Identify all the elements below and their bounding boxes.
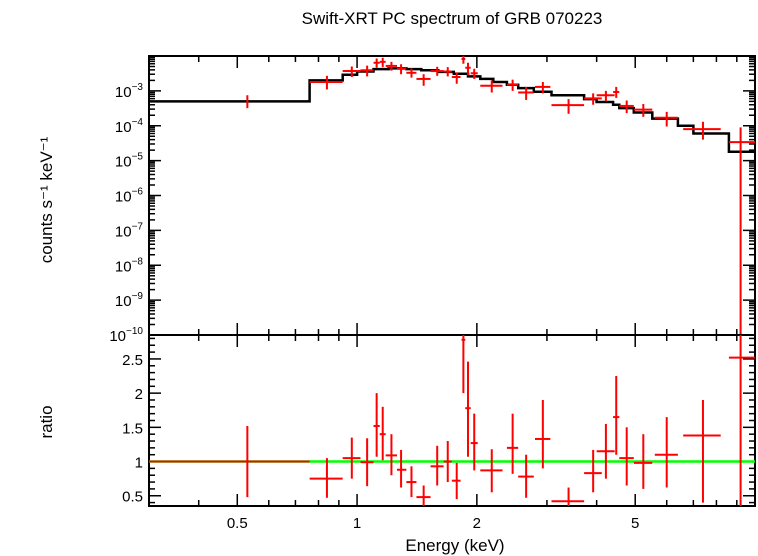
y-tick-exponent: −9: [132, 291, 144, 302]
spectrum-y-axis-label: counts s⁻¹ keV⁻¹: [37, 136, 56, 263]
spectrum-panel: 10−3 10−4 10−5 10−6 10−7 10−8 10−9 10−10: [109, 55, 756, 345]
ratio-data-point: [551, 487, 585, 506]
y-tick-exponent: −4: [132, 117, 144, 128]
y-tick-label: 10−4: [115, 117, 144, 136]
model-step-line: [149, 67, 755, 153]
ratio-data-point: [309, 458, 343, 498]
ratio-data-point: [683, 399, 721, 503]
y-tick-label: 10−9: [115, 291, 144, 310]
ratio-data-point: [379, 406, 386, 461]
spectrum-data-point: [506, 79, 519, 91]
ratio-data-point: [465, 361, 471, 457]
ratio-data-point: [360, 438, 374, 487]
spectrum-data-point: [406, 68, 417, 78]
ratio-data-point: [584, 449, 602, 493]
y-tick-exponent: −7: [132, 221, 144, 232]
ratio-data-point: [596, 423, 615, 479]
ratio-data-point: [416, 485, 431, 506]
y-tick-label: 10−5: [115, 152, 144, 171]
ratio-data-point: [535, 399, 551, 469]
ratio-y-axis-label: ratio: [37, 405, 56, 438]
y-tick-label: 10−7: [115, 221, 144, 240]
ratio-data-point: [342, 437, 361, 479]
spectrum-data-point: [728, 127, 755, 335]
spectrum-data-point: [309, 75, 343, 90]
spectrum-data-point: [470, 68, 478, 79]
x-axis-label: Energy (keV): [405, 536, 504, 555]
spectrum-data-point: [633, 104, 653, 117]
spectrum-data-point: [518, 86, 534, 100]
ratio-data-point: [619, 427, 634, 486]
spectrum-data-point: [551, 99, 585, 114]
y-tick-label: 2.5: [122, 352, 143, 369]
y-tick-label: 1: [135, 455, 143, 472]
ratio-data-point: [406, 466, 417, 498]
spectrum-data-point: [443, 67, 452, 77]
spectrum-data-point: [465, 62, 471, 76]
y-tick-exponent: −8: [132, 256, 144, 267]
spectrum-data-point: [654, 111, 678, 127]
spectrum-data-point: [397, 64, 407, 75]
spectrum-data-point: [683, 121, 721, 140]
y-tick-label: 10−10: [109, 326, 143, 345]
ratio-panel: 0.5 1 2 5 0.5 1 1.5 2 2.5: [122, 334, 756, 532]
y-tick-exponent: −6: [132, 187, 144, 198]
spectrum-data-point: [596, 90, 615, 102]
spectrum-data-point: [385, 61, 398, 71]
spectrum-data-point: [461, 56, 466, 64]
x-tick-label: 2: [473, 515, 481, 532]
ratio-data-point: [654, 417, 678, 488]
x-tick-label: 5: [631, 515, 639, 532]
ratio-data-point: [633, 434, 653, 489]
spectrum-data-point: [451, 72, 461, 84]
ratio-data-point: [385, 434, 398, 476]
spectrum-data-point: [373, 58, 380, 68]
spectrum-data-point: [480, 80, 503, 93]
y-tick-exponent: −10: [126, 326, 143, 337]
x-tick-label: 1: [353, 515, 361, 532]
spectrum-data-point: [584, 93, 602, 105]
ratio-data-point: [443, 441, 452, 483]
y-tick-label: 10−8: [115, 256, 144, 275]
ratio-data-point: [430, 445, 444, 486]
ratio-data-point: [373, 393, 380, 457]
spectrum-data-point: [430, 66, 444, 76]
spectrum-data-point: [613, 86, 620, 98]
ratio-data-point: [506, 413, 519, 474]
ratio-data-point: [397, 449, 407, 488]
y-tick-label: 10−3: [115, 82, 144, 101]
ratio-data-point: [480, 449, 503, 493]
x-tick-label: 0.5: [227, 515, 248, 532]
spectrum-data-point: [416, 74, 431, 86]
spectrum-data-point: [379, 57, 386, 68]
y-tick-label: 10−6: [115, 187, 144, 206]
y-tick-exponent: −3: [132, 82, 144, 93]
spectrum-data-point: [535, 81, 551, 94]
ratio-data-point: [451, 462, 461, 500]
ratio-data-point: [518, 454, 534, 498]
y-tick-label: 2: [135, 386, 143, 403]
spectrum-frame: [148, 55, 756, 336]
ratio-data-point: [728, 335, 755, 506]
ratio-data-point: [149, 425, 310, 498]
y-tick-exponent: −5: [132, 152, 144, 163]
chart-title: Swift-XRT PC spectrum of GRB 070223: [302, 9, 603, 28]
y-tick-label: 0.5: [122, 489, 143, 506]
ratio-data-point: [461, 335, 466, 394]
ratio-data-point: [470, 413, 478, 471]
spectrum-data-point: [619, 100, 634, 114]
spectrum-data-point: [342, 66, 361, 77]
spectrum-data-point: [360, 65, 374, 77]
y-tick-label: 1.5: [122, 420, 143, 437]
ratio-data-point: [613, 376, 620, 455]
